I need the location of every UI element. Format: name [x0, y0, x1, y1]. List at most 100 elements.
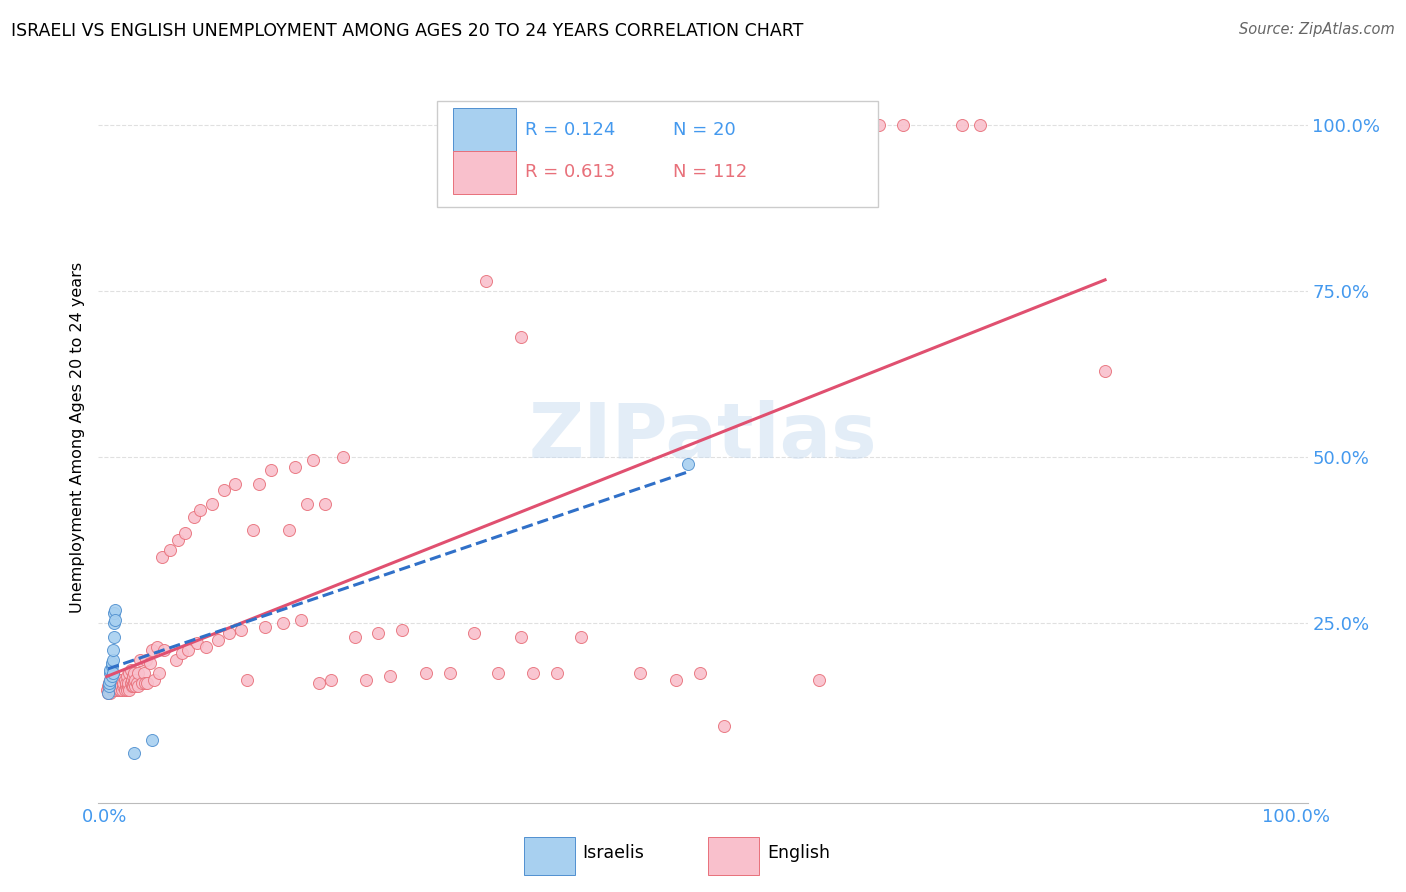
Point [218, 626, 240, 640]
Point [103, 680, 125, 694]
Point [105, 680, 128, 694]
Point [231, 623, 253, 637]
Point [98, 676, 121, 690]
Point [463, 626, 485, 640]
Point [98, 682, 121, 697]
Point [868, 118, 890, 132]
Point [107, 676, 129, 690]
Point [713, 719, 735, 733]
Point [101, 680, 124, 694]
FancyBboxPatch shape [453, 108, 516, 152]
Point [247, 476, 270, 491]
Text: Source: ZipAtlas.com: Source: ZipAtlas.com [1239, 22, 1395, 37]
Point [135, 653, 157, 667]
Point [207, 632, 229, 647]
Point [117, 680, 139, 694]
Point [474, 274, 496, 288]
Point [98, 663, 121, 677]
Point [96, 682, 118, 697]
Point [98, 673, 121, 687]
Point [105, 682, 128, 697]
Point [118, 682, 141, 697]
Point [124, 673, 146, 687]
Point [101, 666, 124, 681]
Point [98, 686, 121, 700]
Point [122, 680, 145, 694]
Point [117, 676, 139, 690]
Point [98, 680, 121, 694]
Point [103, 673, 125, 687]
Point [415, 666, 437, 681]
Point [141, 732, 163, 747]
Text: Israelis: Israelis [582, 844, 644, 863]
Point [101, 643, 124, 657]
Y-axis label: Unemployment Among Ages 20 to 24 years: Unemployment Among Ages 20 to 24 years [69, 261, 84, 613]
Point [146, 640, 169, 654]
Point [100, 659, 122, 673]
Point [224, 476, 246, 491]
Point [271, 616, 294, 631]
Point [127, 666, 149, 681]
Point [121, 673, 143, 687]
Point [98, 673, 121, 687]
Text: R = 0.124: R = 0.124 [526, 121, 616, 139]
Point [391, 623, 413, 637]
Point [212, 483, 235, 498]
Point [153, 643, 176, 657]
Point [114, 673, 136, 687]
Text: N = 20: N = 20 [672, 121, 735, 139]
Point [98, 676, 121, 690]
Point [118, 666, 141, 681]
Point [136, 676, 159, 690]
Point [100, 673, 122, 687]
Point [98, 680, 121, 694]
Point [114, 680, 136, 694]
Point [110, 680, 132, 694]
Point [356, 673, 378, 687]
Point [188, 503, 211, 517]
Point [122, 669, 145, 683]
Point [115, 669, 138, 683]
Point [260, 463, 283, 477]
Point [332, 450, 354, 464]
Point [676, 457, 699, 471]
FancyBboxPatch shape [437, 101, 879, 207]
Text: N = 112: N = 112 [672, 163, 747, 181]
Point [114, 682, 136, 697]
Point [367, 626, 389, 640]
Point [103, 669, 125, 683]
Point [284, 460, 307, 475]
FancyBboxPatch shape [707, 838, 759, 875]
Point [510, 630, 533, 644]
Point [510, 330, 533, 344]
Point [546, 666, 568, 681]
Point [308, 676, 330, 690]
Point [522, 666, 544, 681]
Point [125, 676, 148, 690]
Point [950, 118, 973, 132]
FancyBboxPatch shape [453, 151, 516, 194]
Point [159, 543, 181, 558]
Point [122, 666, 145, 681]
Point [183, 509, 205, 524]
Point [101, 653, 124, 667]
Point [100, 680, 122, 694]
Text: R = 0.613: R = 0.613 [526, 163, 616, 181]
Point [174, 526, 197, 541]
Point [302, 453, 325, 467]
Point [127, 680, 149, 694]
Point [104, 603, 127, 617]
Point [254, 619, 277, 633]
Point [98, 666, 121, 681]
Point [319, 673, 342, 687]
Point [110, 676, 132, 690]
Text: English: English [768, 844, 830, 863]
Point [104, 676, 127, 690]
Point [450, 178, 472, 192]
Point [170, 646, 193, 660]
Point [194, 640, 217, 654]
Point [115, 682, 138, 697]
Point [100, 656, 122, 670]
Point [138, 656, 160, 670]
Point [486, 666, 509, 681]
